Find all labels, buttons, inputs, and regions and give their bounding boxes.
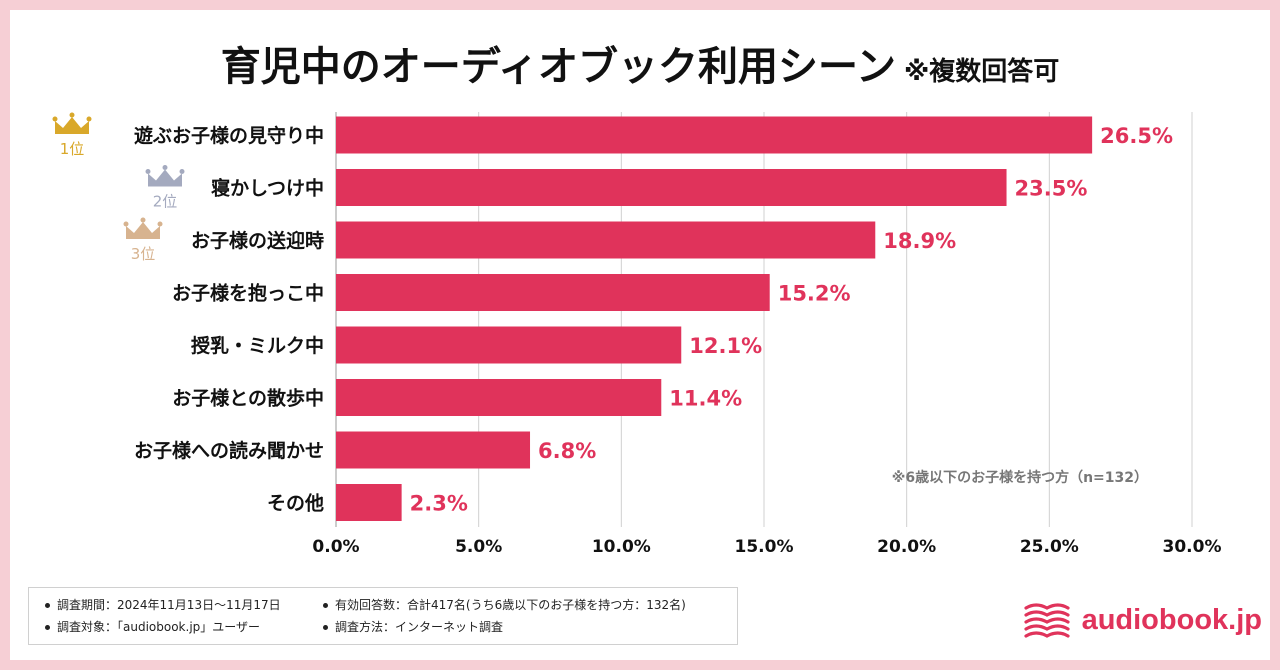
rank-label: 1位: [60, 140, 85, 158]
rank-label: 3位: [131, 245, 156, 263]
bar: [336, 221, 876, 259]
bar-value-label: 2.3%: [410, 492, 468, 516]
category-label: その他: [267, 492, 324, 515]
chart-title: 育児中のオーディオブック利用シーン: [220, 44, 896, 90]
crown-icon: [123, 217, 163, 239]
brand-name: audiobook.jp: [1081, 603, 1262, 636]
title-note: ※複数回答可: [903, 57, 1060, 87]
crown-icon: [145, 165, 185, 187]
category-label: 授乳・ミルク中: [191, 334, 324, 357]
x-tick-label: 5.0%: [455, 537, 502, 557]
bar-value-label: 18.9%: [883, 229, 956, 253]
bar-value-label: 12.1%: [689, 334, 762, 358]
chart-title-block: 育児中のオーディオブック利用シーン ※複数回答可: [0, 34, 1280, 92]
survey-responses: 有効回答数：合計417名(うち6歳以下のお子様を持つ方：132名): [321, 594, 686, 616]
survey-info-box: 調査期間：2024年11月13日〜11月17日 調査対象：「audiobook.…: [28, 587, 738, 645]
category-label: お子様の送迎時: [191, 229, 324, 252]
survey-method: 調査方法：インターネット調査: [321, 616, 686, 638]
crown-icon: [52, 112, 92, 134]
bar: [336, 326, 682, 364]
category-label: お子様を抱っこ中: [172, 282, 324, 305]
bar-value-label: 15.2%: [778, 282, 851, 306]
bar: [336, 116, 1093, 154]
bar: [336, 484, 402, 521]
x-tick-label: 30.0%: [1163, 537, 1222, 557]
x-tick-label: 10.0%: [592, 537, 651, 557]
bar: [336, 379, 662, 416]
x-tick-label: 0.0%: [312, 537, 359, 557]
bar: [336, 169, 1007, 206]
category-label: お子様との散歩中: [172, 387, 324, 410]
bar-value-label: 23.5%: [1015, 177, 1088, 201]
book-stack-icon: [1024, 603, 1070, 638]
brand-logo: audiobook.jp: [1022, 598, 1262, 642]
category-label: 遊ぶお子様の見守り中: [134, 124, 324, 147]
category-label: お子様への読み聞かせ: [134, 439, 324, 462]
rank-label: 2位: [153, 193, 178, 211]
bar-value-label: 11.4%: [669, 387, 742, 411]
bar-value-label: 26.5%: [1100, 124, 1173, 148]
category-label: 寝かしつけ中: [211, 177, 324, 200]
chart-note: ※6歳以下のお子様を持つ方（n=132）: [892, 469, 1148, 486]
x-tick-label: 15.0%: [735, 537, 794, 557]
x-tick-label: 20.0%: [877, 537, 936, 557]
bar: [336, 431, 531, 469]
survey-period: 調査期間：2024年11月13日〜11月17日: [43, 594, 281, 616]
bar: [336, 274, 770, 311]
bar-value-label: 6.8%: [538, 439, 596, 463]
x-tick-label: 25.0%: [1020, 537, 1079, 557]
survey-target: 調査対象：「audiobook.jp」ユーザー: [43, 616, 281, 638]
